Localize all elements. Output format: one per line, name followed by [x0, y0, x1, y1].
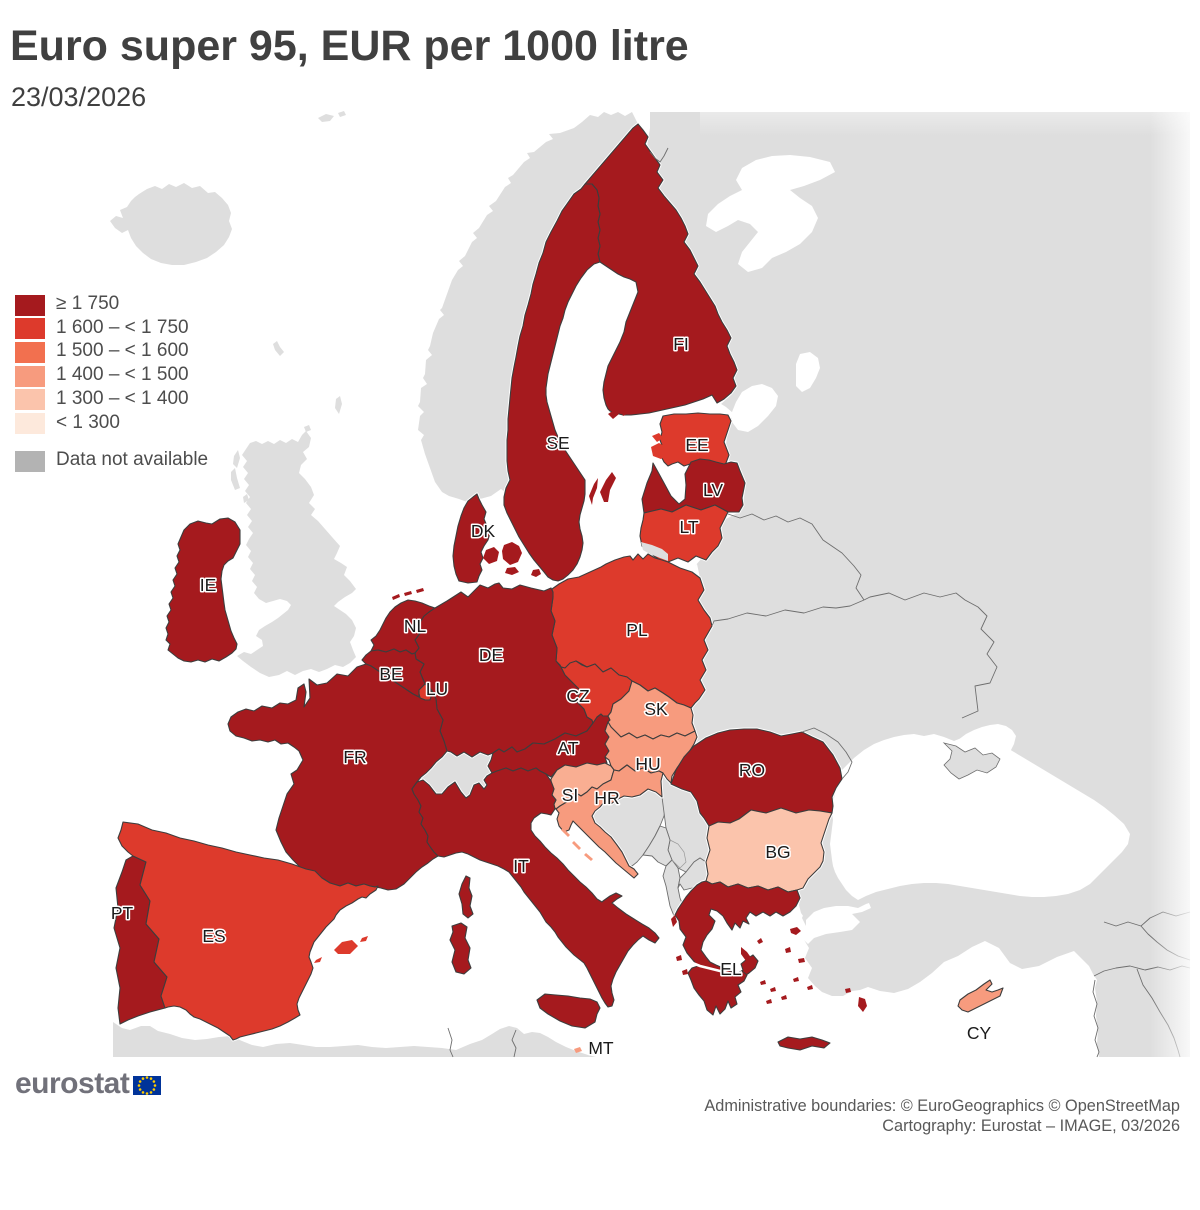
- svg-text:ES: ES: [202, 926, 225, 946]
- svg-text:MT: MT: [588, 1038, 614, 1058]
- svg-text:SE: SE: [546, 433, 569, 453]
- svg-text:CZ: CZ: [566, 686, 590, 706]
- svg-text:CY: CY: [967, 1023, 992, 1043]
- svg-text:LV: LV: [703, 480, 723, 500]
- svg-text:PL: PL: [626, 620, 648, 640]
- svg-text:HR: HR: [594, 788, 619, 808]
- svg-text:NL: NL: [404, 616, 427, 636]
- svg-text:EE: EE: [685, 435, 708, 455]
- svg-text:AT: AT: [557, 738, 578, 758]
- svg-text:FR: FR: [343, 747, 366, 767]
- svg-text:SI: SI: [562, 785, 579, 805]
- svg-text:BE: BE: [379, 664, 402, 684]
- svg-text:SK: SK: [644, 699, 668, 719]
- svg-text:DE: DE: [479, 645, 503, 665]
- svg-text:BG: BG: [765, 842, 790, 862]
- svg-text:FI: FI: [673, 334, 689, 354]
- svg-text:PT: PT: [111, 903, 134, 923]
- svg-text:RO: RO: [739, 760, 765, 780]
- svg-text:IT: IT: [513, 856, 529, 876]
- svg-text:DK: DK: [471, 521, 496, 541]
- svg-text:EL: EL: [720, 959, 742, 979]
- svg-text:HU: HU: [635, 754, 660, 774]
- svg-text:LU: LU: [426, 679, 448, 699]
- svg-text:LT: LT: [679, 517, 698, 537]
- svg-text:IE: IE: [200, 575, 217, 595]
